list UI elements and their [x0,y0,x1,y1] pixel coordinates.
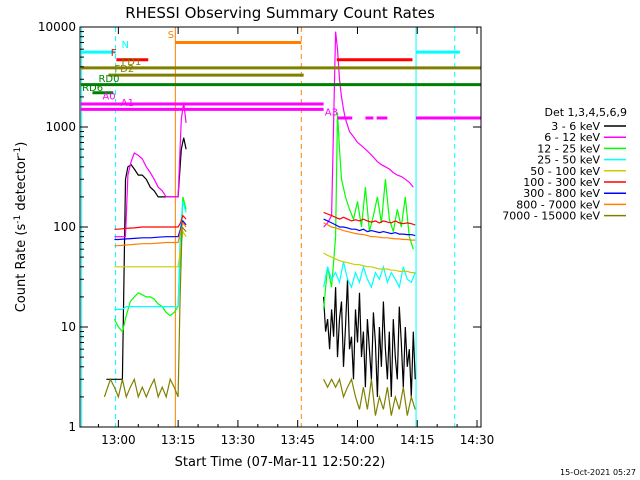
series-8-segment-1 [323,377,416,416]
series-2-segment-1 [323,112,414,310]
x-tick-label-5: 14:15 [400,433,435,447]
series-8-segment-0 [103,225,187,399]
y-axis-label-middle: detector [14,155,29,215]
flag-f-label: F [111,48,117,59]
legend-label-7: 800 - 7000 keV [516,198,600,211]
series-2-segment-0 [113,196,187,333]
y-tick-label-3: 1000 [45,120,76,134]
timestamp-footer: 15-Oct-2021 05:27 [560,468,636,477]
flag-a1-label: A1 [121,98,134,109]
y-tick-label-4: 10000 [38,20,76,34]
flag-n-label: N [122,40,129,51]
x-tick-label-0: 13:00 [101,433,136,447]
series-7-segment-0 [114,221,187,247]
series-0-segment-1 [323,279,416,397]
flag-rd6-label: RD6 [82,83,103,94]
legend-label-2: 12 - 25 keV [537,142,600,155]
series-4-segment-1 [323,252,416,274]
x-tick-label-6: 14:30 [460,433,495,447]
x-axis-label: Start Time (07-Mar-11 12:50:22) [175,455,386,470]
y-axis-label: Count Rate (s-1 detector-1) [13,142,29,313]
x-tick-label-3: 13:45 [280,433,315,447]
flag-rd0-label: RD0 [98,74,119,85]
flag-fd2-label: FD2 [114,64,134,75]
legend-label-4: 50 - 100 keV [530,165,600,178]
series-5-segment-1 [323,211,416,226]
series-1-segment-0 [114,102,187,238]
series-lines [103,31,416,416]
y-tick-label-0: 1 [68,420,76,434]
legend-label-6: 300 - 800 keV [523,187,600,200]
series-0-segment-0 [106,137,187,380]
y-axis-label-prefix: Count Rate (s [14,224,29,313]
series-6-segment-0 [114,219,187,241]
y-axis-label-exponent-2: -1 [13,147,23,156]
series-5-segment-0 [114,214,187,230]
y-axis: 1 10 100 1000 10000 [38,20,481,434]
flag-a3-label: A3 [325,107,338,118]
series-6-segment-1 [323,218,416,237]
x-axis: 13:00 13:15 13:30 13:45 14:00 14:15 14:30 [97,27,495,447]
series-3-segment-0 [114,201,187,310]
legend-label-1: 6 - 12 keV [544,131,600,144]
series-7-segment-1 [323,222,416,241]
legend-label-0: 3 - 6 keV [551,120,600,133]
legend-label-3: 25 - 50 keV [537,154,600,167]
y-tick-label-2: 100 [53,220,76,234]
legend-header: Det 1,3,4,5,6,9 [544,106,627,119]
y-tick-label-1: 10 [61,320,76,334]
y-axis-label-suffix: ) [14,142,29,147]
legend-label-5: 100 - 300 keV [523,176,600,189]
chart-title: RHESSI Observing Summary Count Rates [125,4,435,22]
x-tick-label-4: 14:00 [340,433,375,447]
x-tick-label-1: 13:15 [161,433,196,447]
series-1-segment-1 [323,31,414,228]
series-4-segment-0 [114,229,187,268]
flag-fd1-label: FD1 [122,57,142,68]
legend-label-8: 7000 - 15000 keV [502,210,600,223]
flag-a0-label: A0 [102,91,115,102]
flag-s-label: S [168,30,174,41]
y-axis-label-exponent: -1 [13,215,23,224]
series-3-segment-1 [323,261,416,290]
x-tick-label-2: 13:30 [221,433,256,447]
